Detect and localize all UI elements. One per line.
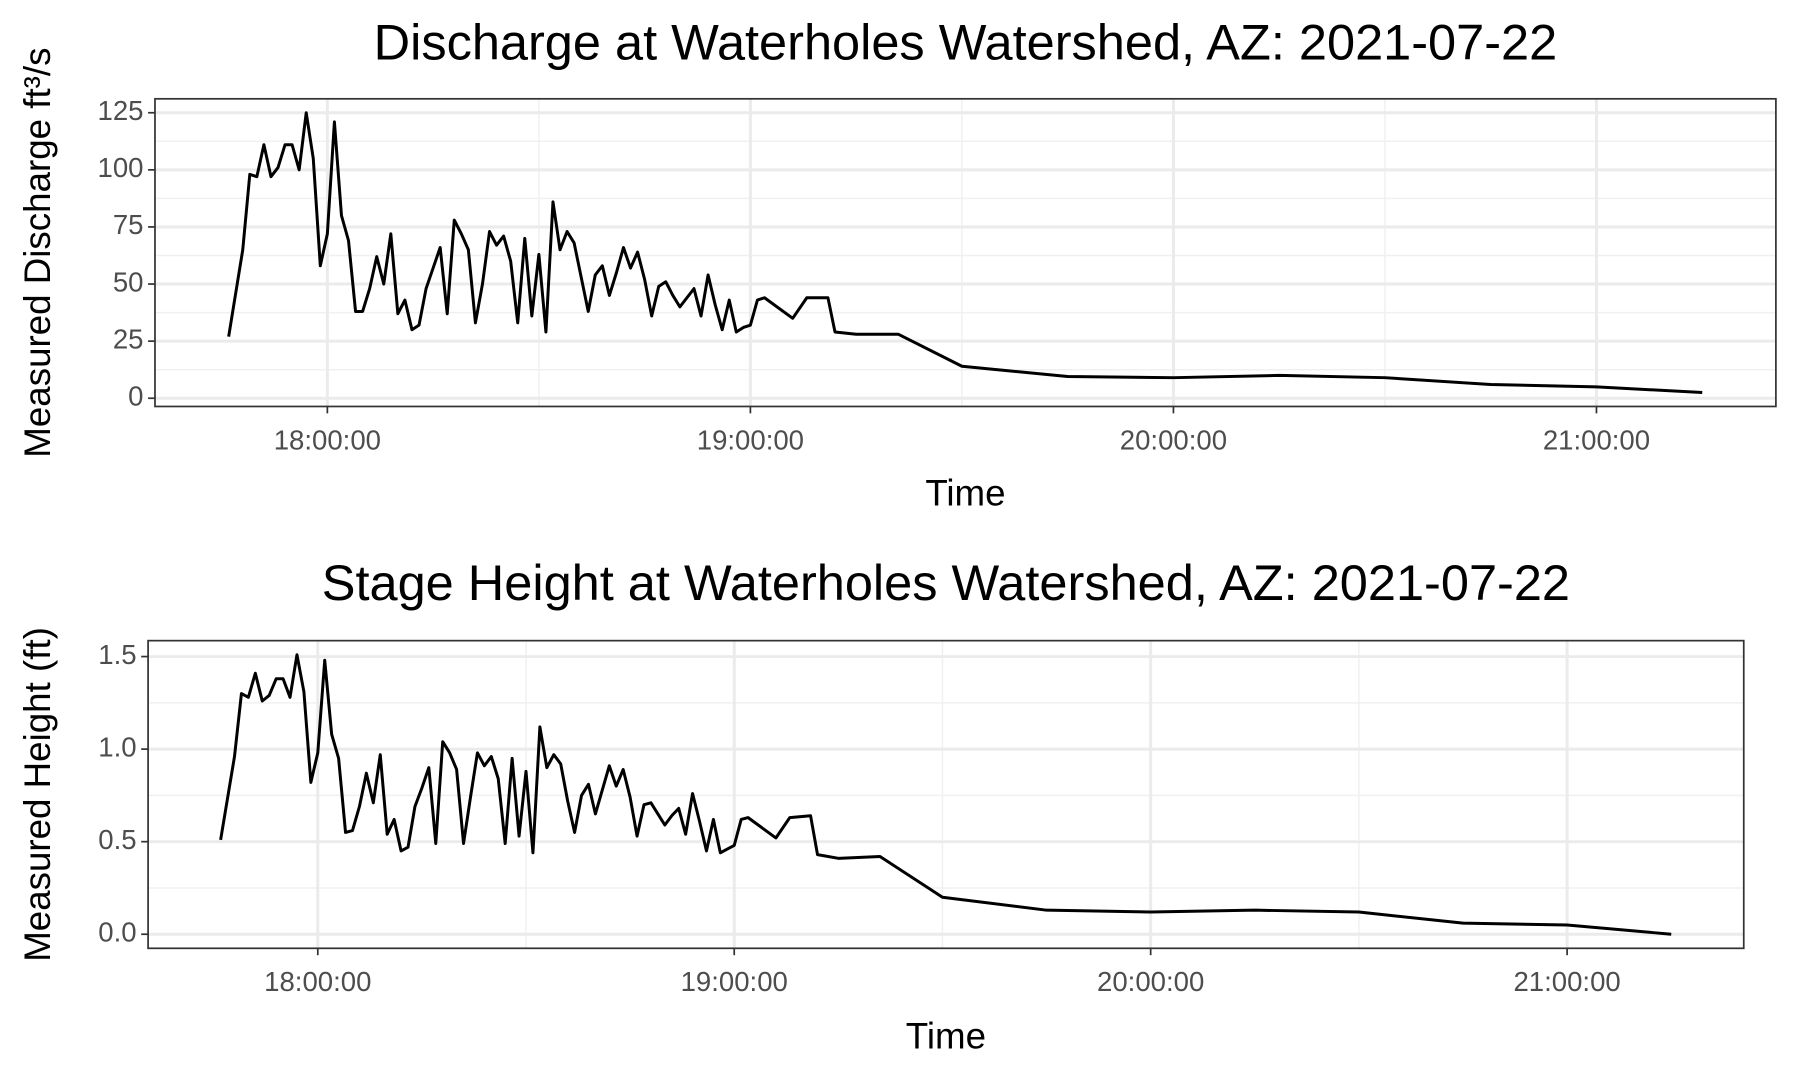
y-tick-label: 125 [98, 95, 144, 126]
y-axis-title: Measured Height (ft) [17, 627, 58, 962]
x-axis-title: Time [906, 1016, 986, 1057]
panel-border [154, 97, 1777, 408]
y-tick-label: 75 [113, 209, 144, 240]
data-line [219, 653, 1672, 936]
y-tick-label: 50 [113, 266, 144, 297]
y-tick-label: 1.5 [98, 639, 136, 670]
x-tick-label: 21:00:00 [1513, 966, 1620, 997]
y-tick-label: 25 [113, 323, 144, 354]
y-tick-label: 0.0 [98, 917, 136, 948]
panel-border [147, 639, 1745, 950]
x-tick-label: 21:00:00 [1543, 424, 1650, 455]
x-tick-label: 20:00:00 [1120, 424, 1227, 455]
x-tick-label: 19:00:00 [681, 966, 788, 997]
y-tick-label: 0 [128, 381, 143, 412]
x-tick-label: 19:00:00 [697, 424, 804, 455]
x-tick-label: 18:00:00 [274, 424, 381, 455]
y-tick-label: 100 [98, 152, 144, 183]
chart-title: Discharge at Waterholes Watershed, AZ: 2… [374, 13, 1558, 70]
chart-title: Stage Height at Waterholes Watershed, AZ… [322, 554, 1570, 611]
x-axis-title: Time [925, 473, 1005, 514]
data-line [227, 111, 1703, 395]
y-axis-title: Measured Discharge ft³/s [17, 48, 58, 458]
x-tick-label: 18:00:00 [264, 966, 371, 997]
x-tick-label: 20:00:00 [1097, 966, 1204, 997]
plot-background [148, 640, 1744, 949]
y-tick-label: 0.5 [98, 824, 136, 855]
y-tick-label: 1.0 [98, 731, 136, 762]
plot-background [154, 98, 1776, 407]
